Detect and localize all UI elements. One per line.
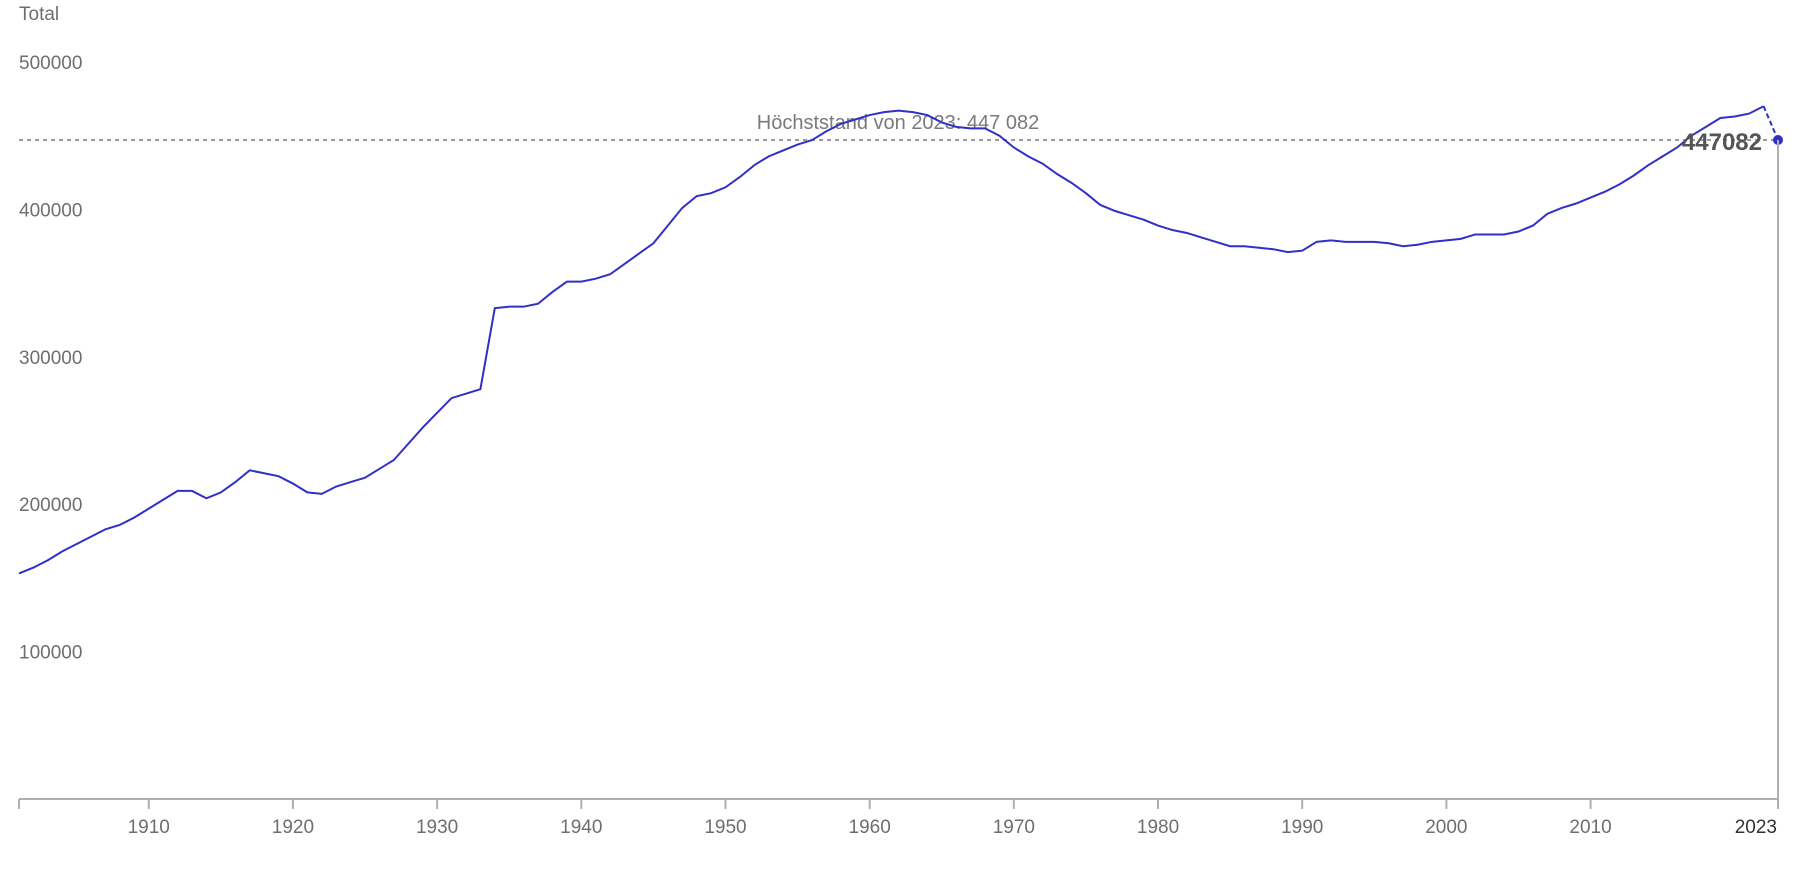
series-line-last-segment <box>1762 105 1779 141</box>
x-tick-label: 2000 <box>1425 817 1467 838</box>
x-tick-label: 1930 <box>416 817 458 838</box>
x-tick-label: 2023 <box>1735 817 1777 838</box>
x-tick-label: 1910 <box>128 817 170 838</box>
y-tick-label: 100000 <box>19 643 82 664</box>
x-tick-label: 1950 <box>704 817 746 838</box>
peak-annotation: Höchststand von 2023: 447 082 <box>757 112 1039 134</box>
x-axis-ticks: 1910 1920 1930 1940 1950 1960 1970 1980 1990 2000… <box>18 799 1779 838</box>
y-tick-label: 200000 <box>19 495 82 516</box>
x-tick-label: 1970 <box>993 817 1035 838</box>
x-tick-label: 1990 <box>1281 817 1323 838</box>
last-value-label: 447082 <box>1682 129 1762 156</box>
y-tick-label: 400000 <box>19 200 82 221</box>
y-tick-label: 500000 <box>19 53 82 74</box>
x-tick-label: 1920 <box>272 817 314 838</box>
x-tick-label: 1960 <box>849 817 891 838</box>
x-tick-label: 1980 <box>1137 817 1179 838</box>
x-tick-label: 1940 <box>560 817 602 838</box>
y-tick-label: 300000 <box>19 348 82 369</box>
y-axis-title: Total <box>19 4 59 25</box>
series-line <box>18 105 1765 575</box>
y-axis-ticks: 100000 200000 300000 400000 500000 <box>19 53 82 664</box>
x-tick-label: 2010 <box>1569 817 1611 838</box>
